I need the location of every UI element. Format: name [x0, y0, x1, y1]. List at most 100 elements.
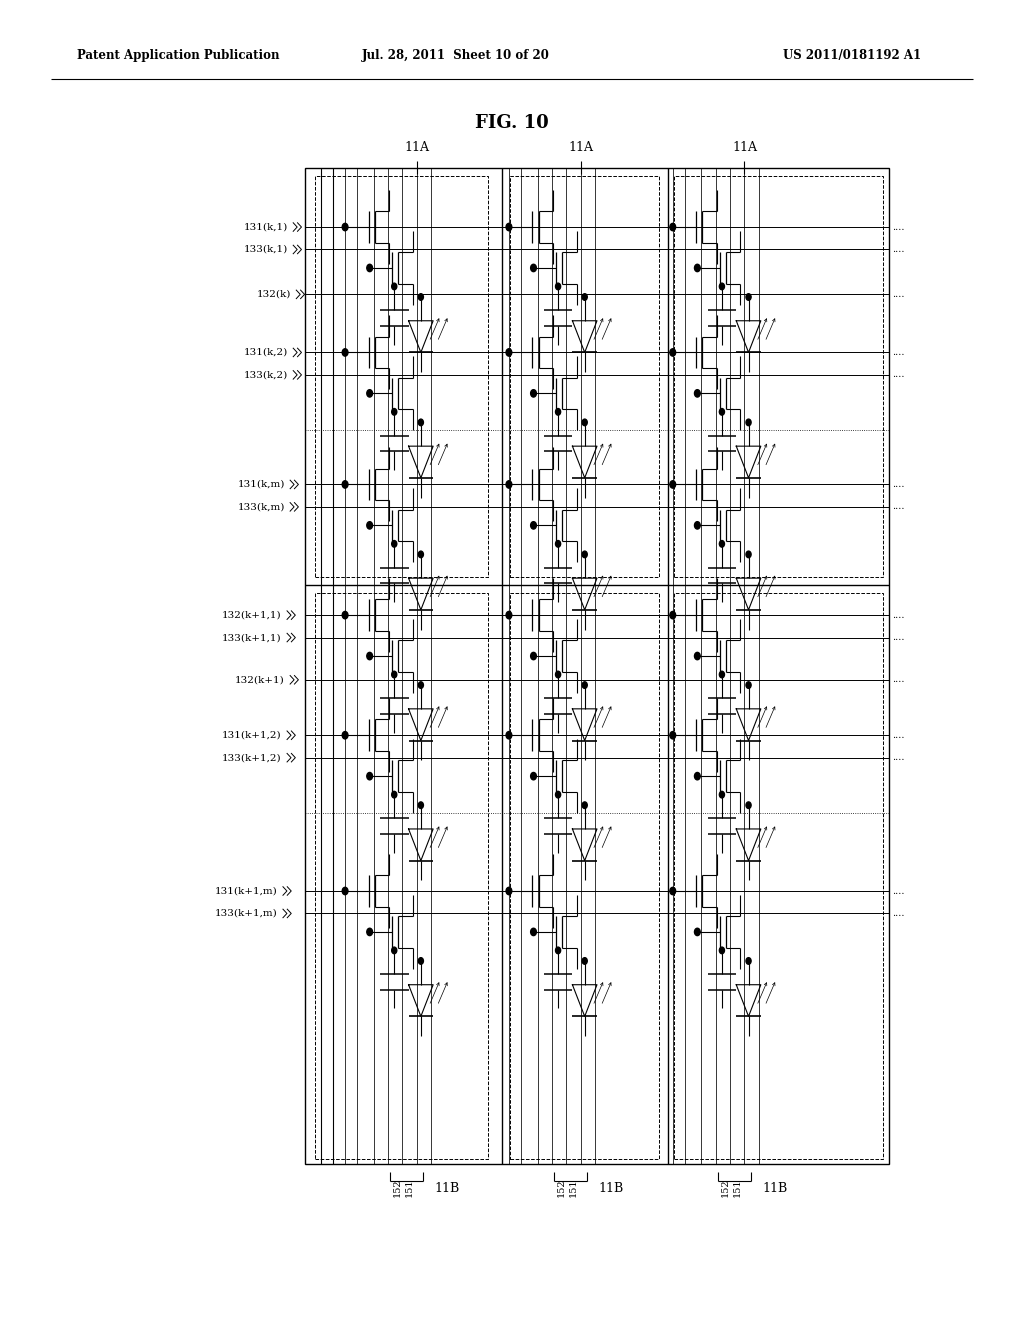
Circle shape: [419, 958, 424, 964]
Text: US 2011/0181192 A1: US 2011/0181192 A1: [783, 49, 922, 62]
Circle shape: [391, 409, 397, 414]
Bar: [305, 168, 889, 1164]
Circle shape: [720, 671, 725, 678]
Text: 152: 152: [721, 1179, 729, 1197]
Circle shape: [391, 541, 397, 546]
Circle shape: [746, 294, 752, 301]
Text: 151: 151: [733, 1179, 741, 1197]
Circle shape: [746, 801, 752, 808]
Bar: [315, 176, 488, 577]
Text: 133(k,2): 133(k,2): [244, 371, 288, 379]
Circle shape: [583, 801, 588, 808]
Text: Patent Application Publication: Patent Application Publication: [77, 49, 280, 62]
Circle shape: [342, 223, 348, 231]
Bar: [674, 176, 883, 577]
Text: ....: ....: [892, 348, 904, 356]
Text: 132(k): 132(k): [256, 290, 291, 298]
Circle shape: [694, 652, 700, 660]
Circle shape: [556, 284, 561, 290]
Circle shape: [694, 928, 700, 936]
Circle shape: [746, 552, 752, 557]
Circle shape: [746, 420, 752, 425]
Circle shape: [530, 389, 537, 397]
Bar: [674, 593, 883, 1159]
Circle shape: [583, 958, 588, 964]
Circle shape: [367, 772, 373, 780]
Text: 131(k,m): 131(k,m): [238, 480, 285, 488]
Circle shape: [391, 946, 397, 953]
Text: ....: ....: [892, 731, 904, 739]
Circle shape: [367, 264, 373, 272]
Circle shape: [720, 792, 725, 797]
Text: ....: ....: [892, 887, 904, 895]
Text: 11A: 11A: [568, 141, 593, 154]
Circle shape: [367, 652, 373, 660]
Circle shape: [670, 223, 676, 231]
Circle shape: [530, 928, 537, 936]
Text: 132(k+1,1): 132(k+1,1): [222, 611, 282, 619]
Text: 11A: 11A: [732, 141, 757, 154]
Text: 151: 151: [406, 1179, 414, 1197]
Circle shape: [506, 480, 512, 488]
Circle shape: [583, 420, 588, 425]
Circle shape: [530, 264, 537, 272]
Text: 11B: 11B: [599, 1181, 624, 1195]
Text: ....: ....: [892, 909, 904, 917]
Circle shape: [746, 681, 752, 688]
Circle shape: [556, 792, 561, 797]
Circle shape: [419, 420, 424, 425]
Circle shape: [506, 223, 512, 231]
Circle shape: [670, 348, 676, 356]
Circle shape: [694, 772, 700, 780]
Text: 131(k,2): 131(k,2): [244, 348, 288, 356]
Circle shape: [530, 772, 537, 780]
Circle shape: [506, 731, 512, 739]
Text: 11B: 11B: [763, 1181, 787, 1195]
Text: 132(k+1): 132(k+1): [234, 676, 285, 684]
Circle shape: [670, 731, 676, 739]
Text: ....: ....: [892, 634, 904, 642]
Circle shape: [391, 671, 397, 678]
Text: 133(k+1,1): 133(k+1,1): [222, 634, 282, 642]
Circle shape: [419, 552, 424, 557]
Text: FIG. 10: FIG. 10: [475, 114, 549, 132]
Text: 131(k+1,m): 131(k+1,m): [215, 887, 278, 895]
Text: 133(k,1): 133(k,1): [244, 246, 288, 253]
Circle shape: [530, 652, 537, 660]
Text: ....: ....: [892, 611, 904, 619]
Text: 151: 151: [569, 1179, 578, 1197]
Text: 133(k+1,m): 133(k+1,m): [215, 909, 278, 917]
Circle shape: [342, 611, 348, 619]
Circle shape: [556, 946, 561, 953]
Text: ....: ....: [892, 503, 904, 511]
Text: ....: ....: [892, 246, 904, 253]
Circle shape: [342, 480, 348, 488]
Circle shape: [419, 294, 424, 301]
Text: 133(k+1,2): 133(k+1,2): [222, 754, 282, 762]
Circle shape: [694, 264, 700, 272]
Text: ....: ....: [892, 754, 904, 762]
Bar: [315, 593, 488, 1159]
Text: 11B: 11B: [435, 1181, 460, 1195]
Circle shape: [342, 731, 348, 739]
Circle shape: [583, 294, 588, 301]
Circle shape: [720, 541, 725, 546]
Circle shape: [556, 541, 561, 546]
Circle shape: [367, 521, 373, 529]
Circle shape: [342, 887, 348, 895]
Circle shape: [391, 792, 397, 797]
Circle shape: [506, 348, 512, 356]
Circle shape: [391, 284, 397, 290]
Text: Jul. 28, 2011  Sheet 10 of 20: Jul. 28, 2011 Sheet 10 of 20: [361, 49, 550, 62]
Text: ....: ....: [892, 223, 904, 231]
Circle shape: [720, 284, 725, 290]
Text: ....: ....: [892, 371, 904, 379]
Text: ....: ....: [892, 676, 904, 684]
Circle shape: [506, 887, 512, 895]
Circle shape: [670, 887, 676, 895]
Circle shape: [694, 521, 700, 529]
Circle shape: [556, 409, 561, 414]
Circle shape: [419, 801, 424, 808]
Circle shape: [419, 681, 424, 688]
Circle shape: [367, 389, 373, 397]
